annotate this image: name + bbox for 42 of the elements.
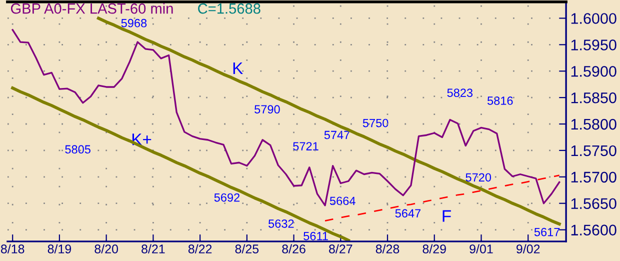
annotation: 5647: [395, 209, 421, 218]
x-tick-label: 8/20: [94, 244, 118, 254]
line-series: [324, 174, 560, 222]
line-series: [12, 29, 560, 206]
annotation: 5968: [121, 18, 147, 28]
annotation: 5617: [534, 228, 560, 236]
annotation: 5816: [487, 96, 513, 105]
x-tick-label: 8/22: [188, 244, 212, 254]
annotation: 5692: [214, 193, 240, 202]
x-tick-label: 8/29: [422, 244, 446, 254]
annotation: K: [233, 62, 243, 74]
annotation: 5611: [304, 232, 328, 240]
y-tick-label: 1.5800: [571, 118, 616, 130]
y-tick-label: 1.5600: [571, 224, 616, 236]
annotation: F: [442, 210, 451, 222]
x-tick-label: 8/21: [142, 244, 165, 254]
annotation: 5720: [466, 173, 492, 182]
x-tick-label: 8/27: [329, 244, 352, 254]
y-tick-label: 1.5750: [571, 145, 616, 156]
y-tick-label: 1.5900: [571, 66, 616, 77]
annotation: 5790: [254, 105, 280, 114]
x-tick-label: 8/28: [376, 244, 400, 254]
x-tick-label: 8/18: [0, 244, 24, 254]
x-tick-label: 8/19: [48, 244, 72, 254]
y-tick-label: 1.5850: [571, 92, 616, 104]
annotation: 5805: [65, 145, 90, 154]
annotation: 5750: [362, 118, 388, 128]
x-tick-label: 8/26: [282, 244, 306, 254]
annotation: 5747: [324, 130, 350, 140]
y-tick-label: 1.5650: [571, 198, 616, 210]
annotation: 5664: [330, 196, 356, 206]
annotation: 5632: [268, 219, 294, 228]
x-tick-label: 9/01: [470, 244, 493, 254]
x-tick-label: 9/02: [516, 244, 540, 254]
y-tick-label: 1.5700: [571, 172, 616, 183]
x-tick-label: 8/25: [235, 244, 259, 254]
annotation: 5721: [293, 142, 318, 150]
y-tick-label: 1.5950: [571, 40, 616, 50]
chart-title: GBP A0-FX LAST-60 min: [10, 3, 173, 14]
annotation: 5823: [447, 88, 473, 97]
y-tick-label: 1.6000: [571, 13, 616, 24]
chart-subtitle: C=1.5688: [198, 3, 260, 14]
